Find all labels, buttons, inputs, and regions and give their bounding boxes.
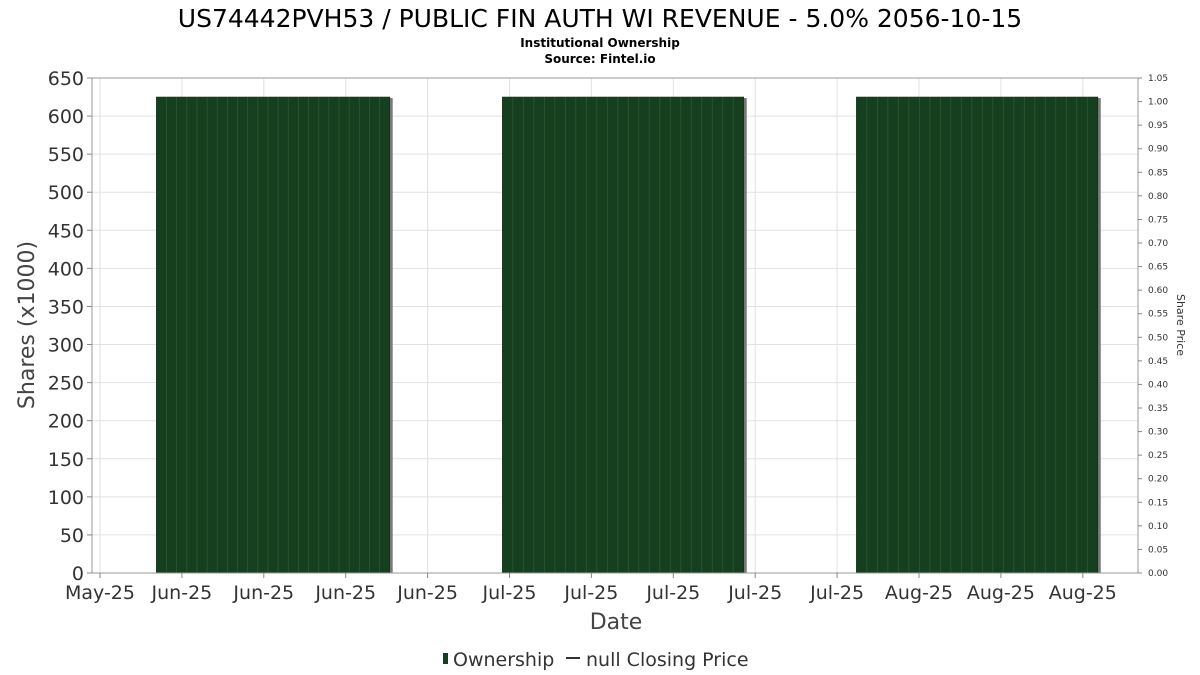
chart-title: US74442PVH53 / PUBLIC FIN AUTH WI REVENU… <box>178 4 1022 33</box>
y2-tick-label: 0.90 <box>1148 145 1168 155</box>
x-tick-label: Jul-25 <box>482 582 537 604</box>
chart-subtitle: Institutional Ownership <box>520 36 680 50</box>
y2-axis-ticks: 0.00 0.05 0.10 0.15 0.20 0.25 0.30 0.35 0.40 0.45… <box>1138 74 1168 579</box>
y2-tick-label: 0.85 <box>1148 168 1168 178</box>
y2-tick-label: 0.00 <box>1148 569 1168 579</box>
x-axis-ticks: May-25 Jun-25 Jun-25 Jun-25 Jun-25 Jul-25 Jul-… <box>65 573 1117 604</box>
y-tick-label: 650 <box>48 68 84 90</box>
x-axis-label: Date <box>590 610 643 635</box>
y2-tick-label: 0.55 <box>1148 310 1168 320</box>
y-tick-label: 300 <box>48 335 84 357</box>
y-tick-label: 50 <box>60 525 84 547</box>
y2-tick-label: 0.05 <box>1148 545 1168 555</box>
y2-tick-label: 0.20 <box>1148 475 1168 485</box>
ownership-bar <box>502 96 745 574</box>
legend: Ownership null Closing Price <box>443 649 749 671</box>
ownership-bar <box>856 96 1099 574</box>
y2-tick-label: 1.00 <box>1148 98 1168 108</box>
x-tick-label: Aug-25 <box>885 582 953 604</box>
y2-tick-label: 0.95 <box>1148 121 1168 131</box>
x-tick-label: Jun-25 <box>232 582 294 604</box>
ownership-bars <box>156 96 1101 574</box>
y2-tick-label: 0.60 <box>1148 286 1168 296</box>
y2-tick-label: 0.80 <box>1148 192 1168 202</box>
y-tick-label: 0 <box>72 563 84 585</box>
y-tick-label: 600 <box>48 106 84 128</box>
y2-tick-label: 0.45 <box>1148 357 1168 367</box>
y-tick-label: 500 <box>48 182 84 204</box>
chart-source: Source: Fintel.io <box>544 52 655 66</box>
y-tick-label: 400 <box>48 258 84 280</box>
x-tick-label: Jul-25 <box>809 582 864 604</box>
x-tick-label: Aug-25 <box>967 582 1035 604</box>
y2-tick-label: 0.40 <box>1148 380 1168 390</box>
ownership-bar <box>156 96 391 574</box>
y-axis-label: Shares (x1000) <box>15 241 40 409</box>
legend-price-label: null Closing Price <box>586 649 749 671</box>
x-tick-label: Jul-25 <box>645 582 700 604</box>
x-tick-label: Jun-25 <box>396 582 458 604</box>
y-tick-label: 550 <box>48 144 84 166</box>
y2-tick-label: 0.35 <box>1148 404 1168 414</box>
legend-ownership-swatch <box>443 653 448 664</box>
y-tick-label: 450 <box>48 220 84 242</box>
x-tick-label: Jun-25 <box>314 582 376 604</box>
y-axis-ticks: 0 50 100 150 200 250 300 350 400 450 500 550 600 650 <box>48 68 92 585</box>
y2-tick-label: 0.10 <box>1148 522 1168 532</box>
x-tick-label: May-25 <box>65 582 135 604</box>
x-tick-label: Aug-25 <box>1049 582 1117 604</box>
y2-tick-label: 1.05 <box>1148 74 1168 84</box>
y2-axis-label: Share Price <box>1174 294 1187 356</box>
y2-tick-label: 0.30 <box>1148 428 1168 438</box>
x-tick-label: Jul-25 <box>727 582 782 604</box>
y-tick-label: 100 <box>48 487 84 509</box>
y-tick-label: 350 <box>48 296 84 318</box>
y2-tick-label: 0.15 <box>1148 498 1168 508</box>
x-tick-label: Jul-25 <box>563 582 618 604</box>
y2-tick-label: 0.65 <box>1148 263 1168 273</box>
x-tick-label: Jun-25 <box>151 582 213 604</box>
y-tick-label: 250 <box>48 373 84 395</box>
y2-tick-label: 0.70 <box>1148 239 1168 249</box>
y2-tick-label: 0.25 <box>1148 451 1168 461</box>
y-tick-label: 200 <box>48 411 84 433</box>
plot-frame <box>91 77 1139 574</box>
y2-tick-label: 0.50 <box>1148 333 1168 343</box>
y-tick-label: 150 <box>48 449 84 471</box>
legend-ownership-label: Ownership <box>453 649 554 671</box>
y2-tick-label: 0.75 <box>1148 215 1168 225</box>
